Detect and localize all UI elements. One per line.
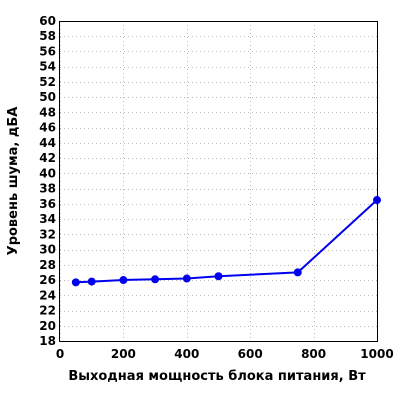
y-tick-label: 42	[39, 151, 56, 165]
x-axis-ticks: 0 200 400 600 800 1000	[56, 347, 394, 361]
x-tick-label: 1000	[360, 347, 393, 361]
y-tick-label: 60	[39, 14, 56, 28]
data-point	[182, 274, 191, 283]
plot-frame	[59, 21, 378, 342]
y-axis-title: Уровень шума, дБА	[6, 107, 21, 256]
y-tick-label: 54	[39, 60, 56, 74]
y-tick-label: 56	[39, 44, 56, 58]
y-tick-label: 50	[39, 90, 56, 104]
y-tick-label: 40	[39, 166, 56, 180]
y-tick-label: 20	[39, 319, 56, 333]
x-tick-label: 800	[301, 347, 326, 361]
y-tick-label: 48	[39, 105, 56, 119]
data-point	[71, 278, 80, 287]
y-tick-label: 30	[39, 243, 56, 257]
y-tick-label: 38	[39, 182, 56, 196]
x-tick-label: 600	[238, 347, 263, 361]
y-tick-label: 46	[39, 121, 56, 135]
y-tick-label: 18	[39, 334, 56, 348]
y-tick-label: 52	[39, 75, 56, 89]
y-tick-label: 26	[39, 273, 56, 287]
y-tick-label: 22	[39, 304, 56, 318]
data-point	[87, 277, 96, 286]
x-tick-label: 400	[174, 347, 199, 361]
y-tick-label: 32	[39, 227, 56, 241]
y-tick-label: 44	[39, 136, 56, 150]
y-tick-label: 28	[39, 258, 56, 272]
x-axis-title: Выходная мощность блока питания, Вт	[68, 369, 366, 384]
y-tick-label: 24	[39, 288, 56, 302]
y-tick-label: 34	[39, 212, 56, 226]
y-tick-label: 58	[39, 29, 56, 43]
x-tick-label: 200	[111, 347, 136, 361]
x-tick-label: 0	[56, 347, 64, 361]
data-point	[293, 268, 302, 277]
y-tick-label: 36	[39, 197, 56, 211]
data-point	[151, 275, 160, 284]
series-line	[75, 199, 378, 284]
data-point	[119, 276, 128, 285]
grid	[60, 21, 378, 342]
plot-series	[71, 196, 381, 287]
data-point	[214, 272, 223, 281]
